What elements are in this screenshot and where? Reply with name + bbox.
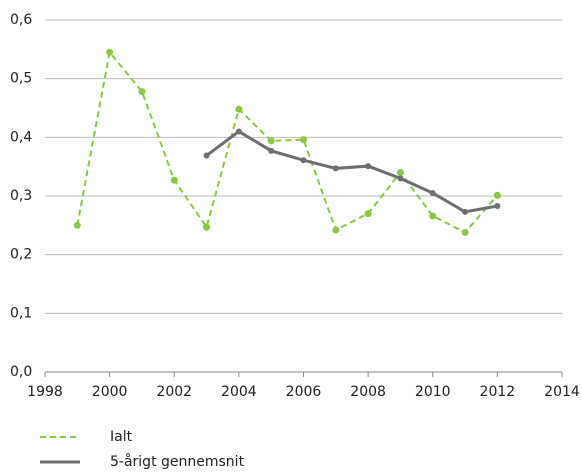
data-point bbox=[332, 226, 340, 234]
data-point bbox=[332, 165, 339, 172]
data-point bbox=[429, 212, 437, 220]
data-point bbox=[396, 169, 404, 177]
data-point bbox=[138, 88, 146, 96]
y-tick-label: 0,2 bbox=[10, 247, 32, 263]
data-point bbox=[493, 191, 501, 199]
legend-label: Ialt bbox=[110, 429, 133, 445]
data-point bbox=[429, 190, 436, 197]
x-tick-label: 2010 bbox=[415, 384, 451, 400]
x-tick-label: 2008 bbox=[350, 384, 386, 400]
data-point bbox=[268, 147, 275, 154]
data-point bbox=[235, 105, 243, 113]
y-tick-label: 0,5 bbox=[10, 71, 32, 87]
x-tick-label: 2014 bbox=[544, 384, 580, 400]
y-tick-label: 0,3 bbox=[10, 188, 32, 204]
data-point bbox=[267, 137, 275, 145]
x-tick-label: 1998 bbox=[27, 384, 63, 400]
data-point bbox=[300, 136, 307, 144]
data-point bbox=[300, 157, 307, 164]
x-tick-label: 2004 bbox=[221, 384, 257, 400]
y-tick-label: 0,6 bbox=[10, 12, 32, 28]
data-point bbox=[397, 175, 404, 182]
y-tick-label: 0,4 bbox=[10, 129, 32, 145]
data-point bbox=[203, 223, 211, 231]
series-line bbox=[205, 129, 498, 214]
x-tick-label: 2002 bbox=[156, 384, 192, 400]
data-point bbox=[494, 202, 501, 209]
x-tick-label: 2006 bbox=[286, 384, 322, 400]
data-point bbox=[170, 176, 178, 184]
data-point bbox=[73, 221, 81, 229]
data-point bbox=[461, 228, 469, 236]
data-point bbox=[235, 128, 242, 135]
y-tick-label: 0,1 bbox=[10, 305, 32, 321]
y-tick-label: 0,0 bbox=[10, 364, 32, 380]
data-point bbox=[365, 163, 372, 170]
data-point bbox=[364, 210, 372, 218]
x-tick-label: 2000 bbox=[92, 384, 128, 400]
series-line bbox=[76, 49, 499, 234]
data-point bbox=[106, 48, 114, 56]
data-point bbox=[203, 152, 210, 159]
legend-label: 5-årigt gennemsnit bbox=[110, 453, 245, 470]
x-tick-label: 2012 bbox=[480, 384, 516, 400]
data-point bbox=[462, 208, 469, 215]
